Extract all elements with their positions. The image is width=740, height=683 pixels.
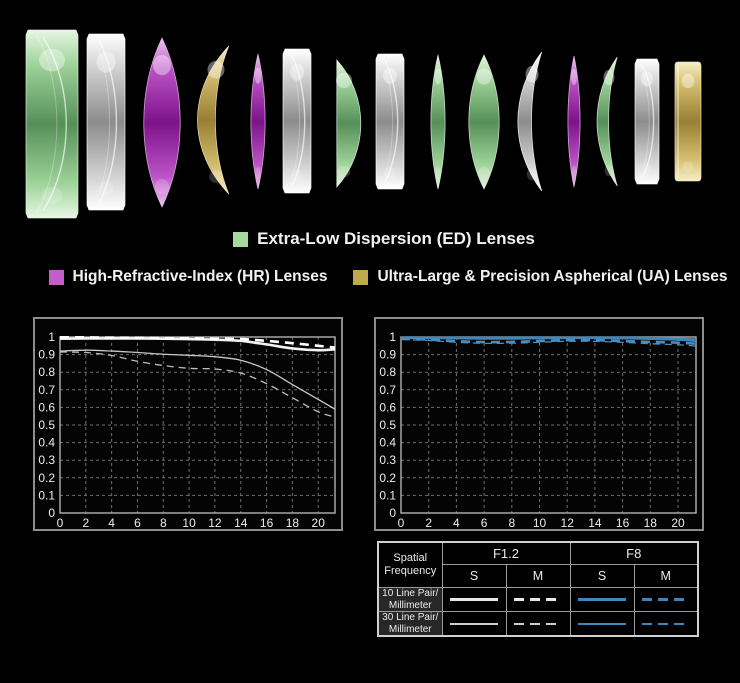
line-sample-f8-m-30lp	[641, 622, 690, 625]
svg-text:0.3: 0.3	[38, 453, 55, 467]
mtf-chart-f12: 00.10.20.30.40.50.60.70.80.910 2 4 6 8 10 12 14…	[38, 330, 336, 530]
svg-text:0.7: 0.7	[38, 383, 55, 397]
svg-text:0.8: 0.8	[379, 365, 396, 379]
svg-text:0.2: 0.2	[379, 471, 396, 485]
svg-text:4: 4	[453, 516, 460, 529]
svg-text:1: 1	[48, 330, 55, 344]
svg-text:0.1: 0.1	[38, 488, 55, 502]
lens-element-7	[336, 58, 362, 189]
svg-text:18: 18	[644, 516, 658, 529]
svg-text:0.9: 0.9	[38, 348, 55, 362]
legend-item-ua: Ultra-Large & Precision Aspherical (UA) …	[353, 268, 727, 286]
lens-element-12	[567, 55, 581, 188]
line-sample-f12-s-10lp	[450, 598, 498, 601]
svg-text:16: 16	[616, 516, 630, 529]
row-label-10lp: 10 Line Pair/ Millimeter	[377, 587, 443, 612]
svg-text:8: 8	[160, 516, 167, 529]
svg-text:0: 0	[48, 506, 55, 520]
lens-element-6	[282, 48, 312, 194]
svg-text:0.4: 0.4	[38, 436, 55, 450]
lens-element-2	[86, 33, 126, 211]
svg-text:6: 6	[134, 516, 141, 529]
svg-text:0.3: 0.3	[379, 453, 396, 467]
svg-text:12: 12	[208, 516, 222, 529]
lens-element-14	[634, 58, 660, 185]
svg-text:20: 20	[671, 516, 685, 529]
svg-text:16: 16	[260, 516, 274, 529]
svg-text:0.4: 0.4	[379, 436, 396, 450]
svg-text:0.5: 0.5	[379, 418, 396, 432]
svg-text:20: 20	[312, 516, 326, 529]
ua-lens-label: Ultra-Large & Precision Aspherical (UA) …	[377, 268, 728, 285]
f12-meridional-header: M	[505, 564, 571, 588]
f8-column-header: F8	[569, 541, 699, 565]
svg-text:0.7: 0.7	[379, 383, 396, 397]
ed-lens-label: Extra-Low Dispersion (ED) Lenses	[257, 229, 535, 248]
lens-element-4	[197, 45, 230, 195]
svg-text:0.8: 0.8	[38, 365, 55, 379]
svg-text:12: 12	[561, 516, 575, 529]
lens-construction-figure	[25, 29, 702, 219]
svg-text:0: 0	[389, 506, 396, 520]
lens-element-1	[25, 29, 79, 219]
svg-text:6: 6	[481, 516, 488, 529]
svg-text:18: 18	[286, 516, 300, 529]
table-row-30lp: 30 Line Pair/ Millimeter	[377, 611, 699, 637]
lens-element-9	[430, 54, 446, 190]
f8-sagittal-header: S	[569, 564, 635, 588]
svg-text:0.5: 0.5	[38, 418, 55, 432]
svg-text:10: 10	[182, 516, 196, 529]
row-label-30lp: 30 Line Pair/ Millimeter	[377, 611, 443, 637]
svg-text:14: 14	[588, 516, 602, 529]
legend-row-hr-ua: High-Refractive-Index (HR) Lenses Ultra-…	[18, 268, 740, 286]
f12-column-header: F1.2	[441, 541, 571, 565]
legend-item-ed: Extra-Low Dispersion (ED) Lenses	[233, 229, 535, 249]
line-sample-f8-m-10lp	[641, 598, 690, 601]
svg-text:0.6: 0.6	[38, 400, 55, 414]
line-sample-f12-m-10lp	[514, 598, 562, 601]
lens-element-3	[143, 37, 181, 208]
legend-row-ed: Extra-Low Dispersion (ED) Lenses	[14, 229, 740, 249]
svg-text:0.2: 0.2	[38, 471, 55, 485]
svg-text:0.1: 0.1	[379, 488, 396, 502]
lens-element-8	[375, 53, 405, 190]
lens-element-11	[517, 51, 543, 192]
lens-element-15	[674, 61, 702, 182]
hr-lens-swatch	[48, 269, 64, 285]
svg-text:0.9: 0.9	[379, 348, 396, 362]
spatial-frequency-header: Spatial Frequency	[377, 541, 443, 588]
ed-lens-swatch	[233, 231, 249, 247]
svg-text:10: 10	[533, 516, 547, 529]
line-sample-f8-s-10lp	[578, 598, 626, 601]
svg-text:1: 1	[389, 330, 396, 344]
mtf-chart-f8-panel: 0 0.1 0.2 0.3 0.4 0.5 0.6 0.7 0.8 0.9 1 0 2 4 6 8 10 12 14…	[374, 317, 704, 531]
f12-sagittal-header: S	[441, 564, 507, 588]
line-sample-f12-m-30lp	[514, 622, 562, 625]
spatial-frequency-table: Spatial Frequency F1.2 F8 S M S M 10 Lin…	[377, 541, 699, 637]
svg-text:0.6: 0.6	[379, 400, 396, 414]
svg-text:14: 14	[234, 516, 248, 529]
ua-lens-swatch	[353, 269, 369, 285]
svg-text:0: 0	[398, 516, 405, 529]
svg-text:2: 2	[82, 516, 89, 529]
svg-text:4: 4	[108, 516, 115, 529]
legend-item-hr: High-Refractive-Index (HR) Lenses	[48, 268, 328, 286]
f8-meridional-header: M	[633, 564, 699, 588]
line-sample-f12-s-30lp	[450, 622, 498, 625]
svg-text:8: 8	[508, 516, 515, 529]
mtf-chart-f12-panel: 0 0.1 0.2 0.3 0.4 0.5 0.6 0.7 0.8 0.9 1 0 2 4 6 8 10 12 14…	[33, 317, 343, 531]
mtf-chart-f8: 00.10.20.30.40.50.60.70.80.910 2 4 6 8 10 12 14…	[379, 330, 697, 530]
line-sample-f8-s-30lp	[578, 622, 626, 625]
hr-lens-label: High-Refractive-Index (HR) Lenses	[72, 268, 328, 285]
svg-text:2: 2	[425, 516, 432, 529]
svg-text:0: 0	[57, 516, 64, 529]
lens-element-10	[468, 54, 500, 190]
table-row-10lp: 10 Line Pair/ Millimeter	[377, 587, 699, 612]
lens-element-13	[596, 56, 618, 187]
lens-element-5	[250, 53, 266, 190]
